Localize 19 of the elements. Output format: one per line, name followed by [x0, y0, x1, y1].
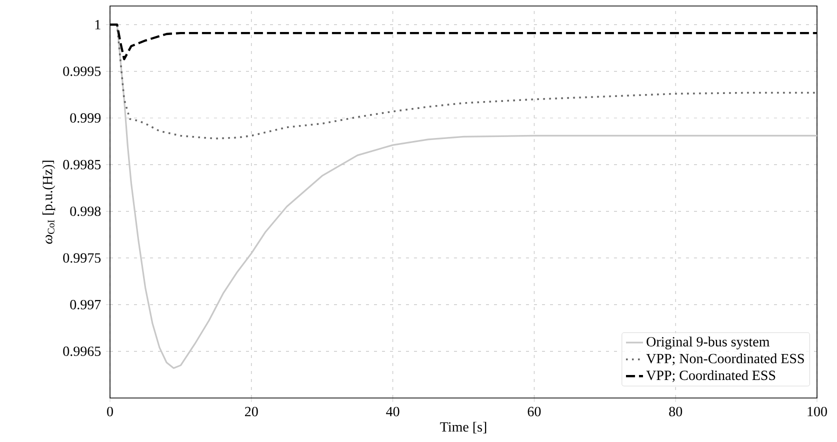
- x-tick-label: 20: [245, 406, 258, 416]
- y-tick-label: 0.9975: [63, 253, 101, 263]
- y-tick-label: 1: [95, 20, 100, 30]
- y-tick-label: 0.998: [70, 206, 101, 216]
- legend-label: VPP; Coordinated ESS: [646, 370, 776, 382]
- x-tick-label: 60: [528, 406, 541, 416]
- x-tick-label: 80: [669, 406, 682, 416]
- y-tick-label: 0.9985: [63, 160, 101, 170]
- legend-label: Original 9-bus system: [646, 336, 770, 350]
- y-tick-label: 0.999: [70, 113, 101, 123]
- legend-label: VPP; Non-Coordinated ESS: [646, 353, 804, 366]
- y-tick-label: 0.9995: [63, 66, 101, 76]
- y-tick-label: 0.997: [70, 300, 101, 310]
- x-tick-label: 40: [386, 406, 400, 416]
- x-tick-label: 100: [808, 406, 827, 416]
- x-axis-title: Time [s]: [440, 422, 486, 434]
- y-axis-title: ω$_{CoI}$ [p.u.(Hz)]: [42, 160, 56, 244]
- x-tick-label: 0: [107, 406, 113, 416]
- y-tick-label: 0.9965: [63, 346, 101, 356]
